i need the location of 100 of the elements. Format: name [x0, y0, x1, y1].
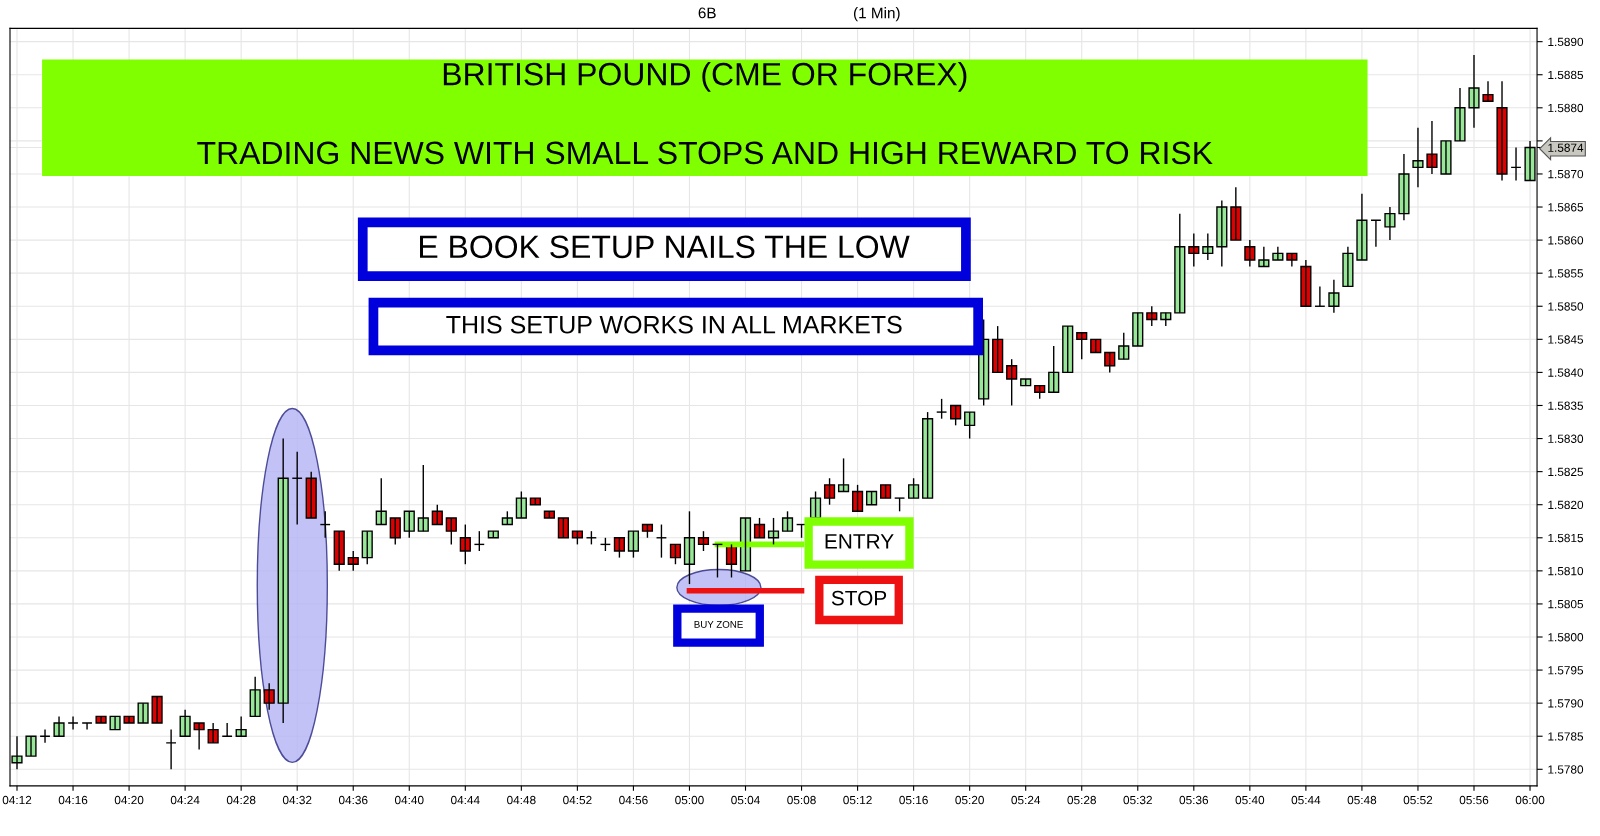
candlestick [767, 517, 780, 546]
x-tick-label: 04:44 [451, 795, 480, 805]
x-tick-label: 05:16 [899, 795, 928, 805]
y-tick-label: 1.5890 [1548, 37, 1584, 47]
series-label: STOP [831, 590, 887, 606]
candlestick [361, 530, 373, 565]
candlestick [781, 510, 794, 532]
candlestick [445, 517, 457, 546]
y-tick-label: 1.5815 [1548, 533, 1584, 543]
series-label: ENTRY [825, 534, 894, 549]
y-tick-label: 1.5830 [1548, 434, 1584, 443]
candlestick [1174, 212, 1186, 314]
candlestick [109, 715, 121, 731]
candlestick [1384, 206, 1396, 241]
x-tick-label: 05:20 [955, 795, 984, 805]
x-tick-label: 04:52 [563, 795, 592, 805]
x-tick-label: 04:48 [507, 795, 536, 805]
candlestick [1356, 193, 1368, 261]
x-tick-label: 04:32 [282, 795, 312, 805]
y-tick-label: 1.5835 [1548, 401, 1584, 410]
candlestick [1076, 332, 1088, 360]
candlestick [67, 715, 79, 731]
y-tick-label: 1.5855 [1548, 269, 1584, 278]
candlestick [683, 510, 696, 585]
candlestick [823, 477, 836, 506]
candlestick [908, 477, 920, 499]
y-tick-label: 1.5860 [1548, 236, 1584, 245]
x-tick-label: 04:12 [2, 795, 32, 805]
candlestick [964, 411, 976, 440]
candlestick [1454, 87, 1466, 142]
candlestick [1412, 126, 1424, 188]
annotation: THIS SETUP WORKS IN ALL MARKETS [446, 315, 902, 334]
candlestick [459, 523, 471, 565]
candlestick [837, 457, 850, 493]
candlestick [697, 530, 710, 552]
x-tick-label: 04:56 [619, 795, 648, 805]
y-tick-label: 1.5790 [1548, 699, 1584, 708]
y-tick-label: 1.5865 [1548, 203, 1584, 212]
x-tick-label: 04:16 [58, 795, 88, 805]
chart-subtitle: (1 Min) [853, 7, 900, 22]
x-tick-label: 05:04 [731, 795, 760, 805]
candlestick [1118, 332, 1130, 360]
y-tick-label: 1.5780 [1548, 765, 1584, 774]
candlestick [53, 715, 65, 737]
y-tick-label: 1.5810 [1548, 566, 1584, 576]
candlestick [165, 728, 177, 770]
y-tick-label: 1.5840 [1548, 368, 1584, 377]
x-tick-label: 04:40 [394, 795, 424, 805]
candlestick [1440, 140, 1452, 175]
y-tick-label: 1.5874 [1548, 143, 1584, 152]
candlestick [1482, 80, 1494, 102]
x-tick-label: 05:40 [1235, 795, 1265, 805]
candlestick [1062, 325, 1074, 374]
candlestick [333, 530, 345, 572]
x-tick-label: 05:56 [1459, 795, 1489, 805]
candlestick [739, 517, 752, 572]
candlestick [557, 517, 569, 539]
candlestick [936, 398, 948, 420]
chart-title: 6B [698, 7, 716, 19]
candlestick [1146, 305, 1158, 327]
annotation: E BOOK SETUP NAILS THE LOW [420, 235, 910, 259]
candlestick [515, 490, 527, 519]
x-tick-label: 05:24 [1011, 795, 1041, 805]
y-tick-label: 1.5850 [1548, 302, 1584, 311]
candlestick [95, 715, 107, 724]
y-tick-label: 1.5795 [1548, 666, 1584, 675]
x-tick-label: 05:36 [1179, 795, 1209, 805]
candlestick [1496, 80, 1508, 182]
y-tick-label: 1.5885 [1548, 70, 1584, 80]
x-tick-label: 05:44 [1291, 795, 1321, 805]
y-tick-label: 1.5870 [1548, 169, 1584, 179]
candlestick [347, 550, 359, 572]
candlestick [922, 411, 934, 499]
x-tick-label: 04:36 [338, 795, 368, 805]
candlestick [417, 464, 429, 532]
candlestick [1426, 120, 1438, 175]
x-tick-label: 04:28 [226, 795, 256, 805]
annotation: BRITISH POUND (CME OR FOREX) [443, 62, 967, 92]
y-tick-label: 1.5820 [1548, 500, 1584, 510]
candlestick [25, 735, 37, 757]
x-tick-label: 05:52 [1403, 795, 1433, 805]
x-tick-label: 06:00 [1515, 795, 1545, 805]
candlestick [137, 702, 149, 724]
y-tick-label: 1.5880 [1548, 103, 1584, 113]
x-tick-label: 05:32 [1123, 795, 1152, 805]
x-tick-label: 04:24 [170, 795, 200, 805]
y-tick-label: 1.5800 [1548, 633, 1584, 642]
x-tick-label: 05:48 [1347, 795, 1377, 805]
y-tick-label: 1.5845 [1548, 335, 1584, 344]
candlestick [613, 537, 626, 559]
x-tick-label: 05:12 [843, 795, 872, 805]
annotation: TRADING NEWS WITH SMALL STOPS AND HIGH REWARD TO RISK [197, 141, 1213, 165]
candlestick [123, 715, 135, 724]
y-tick-label: 1.5805 [1548, 599, 1584, 609]
annotation: BUY ZONE [694, 620, 743, 628]
candlestick [305, 470, 317, 519]
y-tick-label: 1.5825 [1548, 467, 1584, 477]
x-tick-label: 05:28 [1067, 795, 1096, 805]
candlestick [151, 695, 163, 724]
candlestick [1006, 358, 1018, 407]
